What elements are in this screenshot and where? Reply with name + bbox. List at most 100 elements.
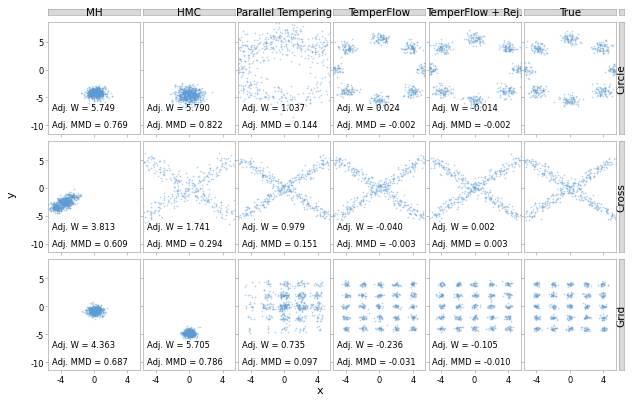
- Point: [521, 164, 531, 171]
- Point: [184, 330, 194, 337]
- Point: [344, 314, 355, 321]
- Point: [567, 36, 577, 43]
- Point: [483, 95, 493, 101]
- Point: [221, 84, 232, 90]
- Point: [428, 66, 438, 73]
- Point: [406, 281, 417, 288]
- Point: [504, 162, 514, 169]
- Point: [179, 331, 189, 338]
- Point: [532, 291, 542, 298]
- Point: [581, 328, 591, 334]
- Point: [356, 326, 367, 333]
- Point: [190, 94, 200, 100]
- Point: [59, 198, 69, 205]
- Point: [209, 204, 219, 211]
- Point: [79, 307, 90, 313]
- Point: [370, 325, 380, 331]
- Point: [439, 303, 449, 310]
- Point: [185, 92, 195, 99]
- Point: [328, 66, 339, 73]
- Point: [284, 303, 294, 309]
- Point: [262, 108, 273, 114]
- Point: [91, 94, 101, 100]
- Point: [289, 36, 300, 42]
- Point: [81, 307, 92, 313]
- Point: [380, 187, 390, 193]
- Point: [467, 183, 477, 190]
- Point: [97, 307, 108, 314]
- Point: [453, 176, 463, 182]
- Point: [508, 90, 518, 97]
- Point: [86, 308, 97, 314]
- Point: [529, 303, 540, 309]
- Point: [497, 202, 507, 209]
- Point: [416, 70, 426, 77]
- Point: [406, 281, 416, 287]
- Point: [182, 90, 193, 96]
- Point: [290, 42, 300, 48]
- Point: [183, 331, 193, 338]
- Point: [376, 98, 386, 105]
- Point: [437, 46, 447, 52]
- Point: [182, 332, 193, 339]
- Point: [438, 280, 448, 287]
- Point: [186, 333, 196, 340]
- Point: [495, 85, 505, 92]
- Point: [302, 168, 312, 174]
- Point: [247, 49, 257, 55]
- Point: [469, 283, 479, 289]
- Point: [418, 211, 428, 217]
- Point: [196, 90, 207, 96]
- Point: [67, 194, 77, 201]
- Point: [92, 87, 102, 93]
- Point: [529, 49, 540, 55]
- Point: [191, 88, 201, 94]
- Point: [342, 303, 353, 310]
- Point: [392, 280, 403, 286]
- Point: [180, 91, 190, 98]
- Point: [371, 99, 381, 105]
- Point: [188, 173, 198, 180]
- Point: [486, 315, 497, 322]
- Point: [82, 93, 92, 99]
- Point: [598, 48, 609, 54]
- Point: [188, 96, 198, 102]
- Point: [393, 283, 403, 289]
- Point: [182, 329, 193, 335]
- Point: [564, 315, 574, 322]
- Point: [568, 96, 578, 102]
- Point: [143, 156, 154, 162]
- Point: [607, 161, 617, 168]
- Point: [244, 68, 254, 75]
- Point: [49, 204, 60, 210]
- Point: [354, 303, 364, 310]
- Point: [525, 45, 536, 52]
- Point: [90, 91, 100, 97]
- Point: [87, 92, 97, 98]
- Point: [278, 189, 289, 196]
- Point: [275, 294, 285, 301]
- Point: [357, 315, 367, 322]
- Point: [186, 95, 196, 102]
- Point: [184, 331, 194, 338]
- Point: [582, 313, 593, 320]
- Point: [88, 306, 99, 313]
- Point: [454, 292, 464, 299]
- Point: [593, 93, 604, 99]
- Point: [593, 86, 604, 93]
- Point: [70, 195, 81, 202]
- Point: [90, 304, 100, 310]
- Point: [225, 72, 236, 78]
- Point: [520, 158, 531, 165]
- Point: [88, 307, 98, 313]
- Point: [214, 209, 225, 216]
- Point: [505, 315, 515, 322]
- Point: [228, 55, 239, 62]
- Point: [446, 200, 456, 207]
- Point: [53, 208, 63, 214]
- Point: [322, 68, 332, 74]
- Point: [298, 289, 308, 295]
- Point: [276, 294, 286, 301]
- Point: [186, 332, 196, 339]
- Point: [89, 306, 99, 313]
